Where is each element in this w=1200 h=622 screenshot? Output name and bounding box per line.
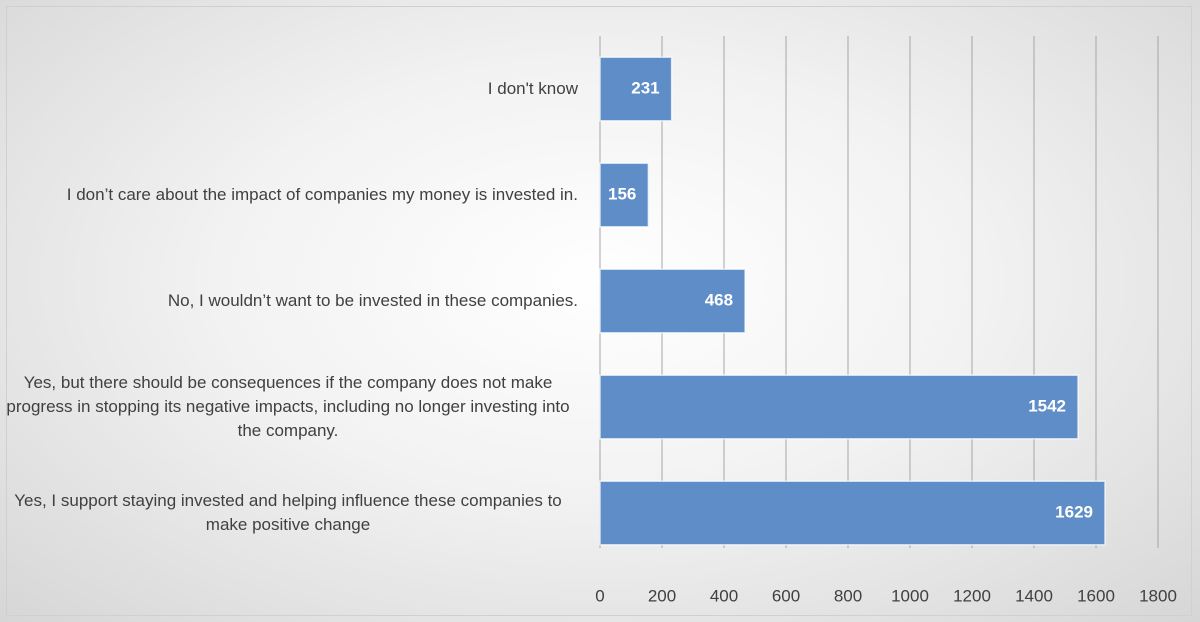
bar (599, 374, 1079, 440)
category-label-box: I don’t care about the impact of compani… (0, 142, 578, 248)
value-label: 156 (608, 184, 636, 203)
y-tick-label: I don’t care about the impact of compani… (66, 185, 578, 204)
x-tick-label: 600 (772, 586, 800, 605)
x-tick-label: 400 (710, 586, 738, 605)
value-label: 1542 (1028, 396, 1066, 415)
bar (599, 268, 746, 334)
y-tick-label: No, I wouldn’t want to be invested in th… (167, 291, 578, 310)
x-tick-label: 1200 (953, 586, 991, 605)
y-tick-label: Yes, I support staying invested and help… (14, 491, 562, 534)
x-tick-label: 1000 (891, 586, 929, 605)
x-tick-label: 1400 (1015, 586, 1053, 605)
x-tick-label: 800 (834, 586, 862, 605)
x-tick-label: 1600 (1077, 586, 1115, 605)
y-tick-label: I don't know (487, 79, 578, 98)
bar (599, 162, 650, 228)
category-label-box: I don't know (0, 36, 578, 142)
bar (599, 480, 1106, 546)
value-label: 1629 (1055, 502, 1093, 521)
chart-frame (6, 6, 1192, 616)
x-tick-label: 200 (648, 586, 676, 605)
x-tick-label: 0 (595, 586, 604, 605)
bar (599, 56, 673, 122)
value-label: 468 (705, 290, 733, 309)
category-label-box: Yes, but there should be consequences if… (0, 354, 578, 460)
y-tick-label: Yes, but there should be consequences if… (6, 373, 570, 440)
category-label-box: No, I wouldn’t want to be invested in th… (0, 248, 578, 354)
x-tick-label: 1800 (1139, 586, 1177, 605)
value-label: 231 (631, 78, 659, 97)
category-label-box: Yes, I support staying invested and help… (0, 460, 578, 566)
